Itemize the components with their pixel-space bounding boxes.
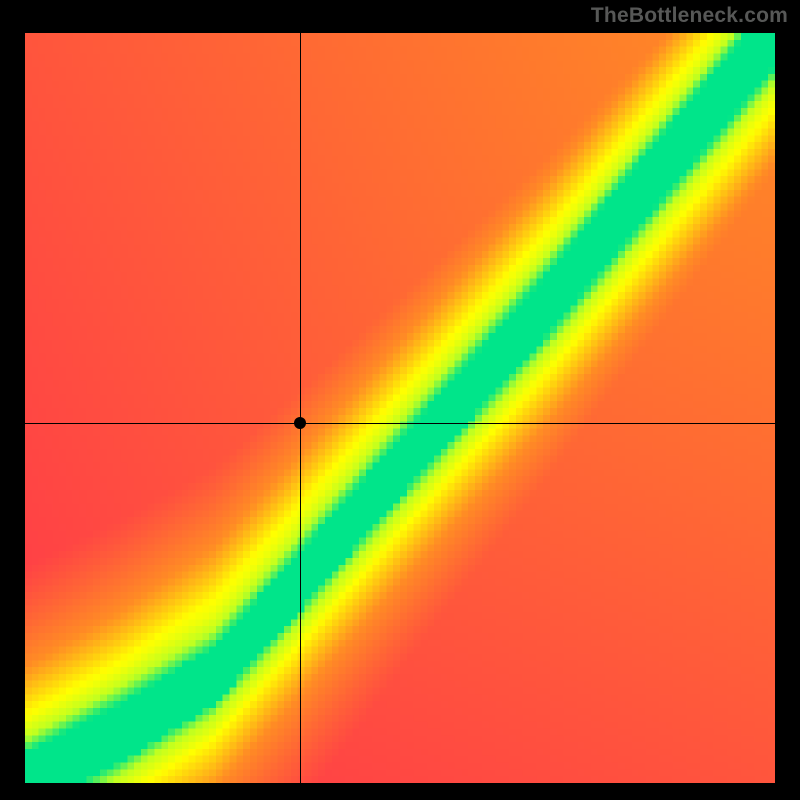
crosshair-vertical	[300, 33, 301, 783]
watermark: TheBottleneck.com	[591, 4, 788, 28]
plot-area	[25, 33, 775, 783]
crosshair-horizontal	[25, 423, 775, 424]
chart-container: TheBottleneck.com	[0, 0, 800, 800]
heatmap-canvas	[25, 33, 775, 783]
data-point	[294, 417, 306, 429]
